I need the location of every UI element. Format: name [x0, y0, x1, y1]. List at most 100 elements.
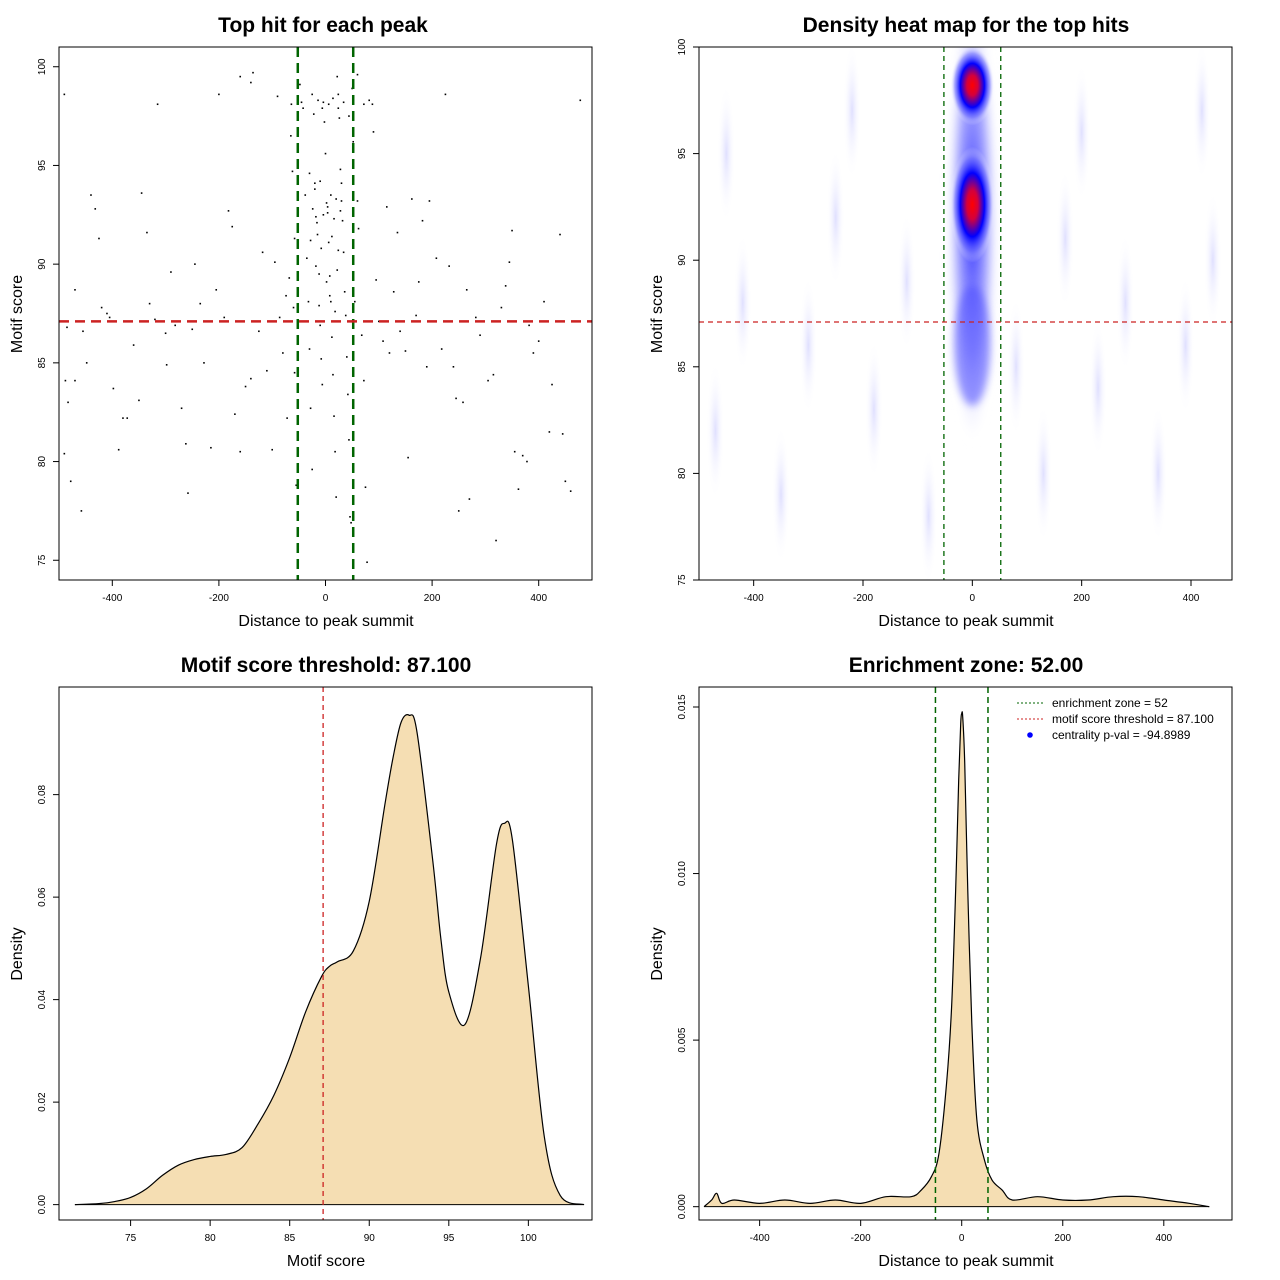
score-density-ytick-label: 0.02: [37, 1092, 48, 1112]
scatter-point: [500, 306, 503, 309]
scatter-point: [455, 397, 457, 400]
scatter-point: [108, 316, 111, 319]
distance-density-xtick-label: -400: [750, 1233, 770, 1244]
scatter-point: [67, 401, 69, 404]
scatter-point: [231, 225, 234, 228]
scatter-point: [315, 265, 317, 267]
scatter-point: [199, 302, 202, 305]
scatter-point: [532, 352, 535, 354]
scatter-point: [340, 200, 343, 202]
scatter-point: [174, 324, 176, 327]
scatter-point: [215, 289, 218, 291]
scatter-point: [293, 371, 296, 374]
heatmap-background-cell: [1176, 275, 1195, 416]
heatmap-ytick-label: 95: [677, 148, 688, 160]
scatter-point: [148, 302, 151, 305]
panel-heatmap-plot: -400 -200 0 200 400 75 80 85 90 95 100: [677, 38, 1233, 604]
scatter-point: [325, 281, 328, 283]
scatter-point: [388, 352, 391, 354]
panel-score-density-xlabel: Motif score: [287, 1253, 365, 1270]
scatter-point: [218, 93, 220, 96]
scatter-point: [194, 263, 196, 265]
distance-density-ytick-label: 0.000: [677, 1194, 688, 1219]
scatter-point: [74, 289, 76, 291]
heatmap-ytick-label: 80: [677, 467, 688, 479]
scatter-point: [66, 326, 68, 329]
heatmap-xtick-label: -200: [853, 593, 873, 604]
scatter-point: [318, 304, 320, 307]
scatter-point: [80, 510, 83, 512]
scatter-point: [187, 492, 189, 494]
heatmap-xtick-label: 200: [1073, 593, 1090, 604]
scatter-point: [156, 103, 159, 106]
scatter-point: [508, 261, 511, 263]
heatmap-background-cell: [826, 147, 845, 288]
scatter-point: [332, 97, 334, 100]
scatter-ytick-label: 80: [37, 456, 48, 468]
distance-density-xtick-label: 200: [1054, 1233, 1071, 1244]
heatmap-background-cell: [733, 232, 752, 373]
score-density-xtick-label: 90: [364, 1233, 376, 1244]
scatter-point: [146, 231, 148, 234]
scatter-point: [64, 379, 67, 382]
scatter-point: [368, 99, 371, 102]
scatter-plot-frame: [58, 46, 593, 581]
scatter-point: [278, 316, 281, 319]
scatter-point: [271, 448, 273, 451]
scatter-point: [382, 340, 384, 342]
distance-density-curve: [703, 711, 1210, 1208]
scatter-point: [314, 188, 316, 190]
scatter-xtick-label: 400: [530, 593, 547, 604]
scatter-point: [504, 285, 507, 287]
scatter-point: [74, 379, 76, 382]
scatter-point: [548, 431, 551, 433]
scatter-point: [342, 101, 345, 104]
scatter-point: [322, 213, 325, 216]
scatter-point: [517, 488, 520, 490]
scatter-point: [299, 83, 301, 86]
legend: enrichment zone = 52 motif score thresho…: [1017, 696, 1214, 742]
scatter-point: [286, 417, 288, 419]
scatter-point: [330, 194, 332, 196]
scatter-point: [487, 379, 489, 382]
scatter-point: [321, 383, 324, 386]
scatter-point: [330, 300, 332, 303]
scatter-point: [252, 71, 254, 74]
heatmap-xtick-label: 400: [1183, 593, 1200, 604]
distance-density-ytick-label: 0.015: [677, 694, 688, 719]
scatter-point: [290, 135, 292, 137]
heatmap-background-cell: [919, 446, 938, 580]
scatter-point: [132, 344, 135, 346]
scatter-point: [311, 468, 313, 471]
scatter-point: [308, 348, 311, 350]
scatter-point: [415, 314, 417, 317]
scatter-point: [363, 103, 365, 106]
scatter-point: [295, 484, 297, 487]
scatter-point: [316, 221, 318, 224]
scatter-point: [324, 152, 327, 155]
scatter-point: [335, 198, 337, 200]
score-density-ytick-label: 0.08: [37, 784, 48, 804]
scatter-point: [337, 249, 340, 252]
scatter-point: [343, 290, 346, 293]
scatter-point: [165, 364, 168, 366]
scatter-point: [154, 318, 156, 321]
scatter-point: [492, 373, 495, 376]
heatmap-background-cell: [1116, 232, 1135, 373]
scatter-point: [495, 539, 497, 542]
panel-scatter-ylabel: Motif score: [9, 275, 26, 353]
scatter-point: [363, 379, 365, 382]
score-density-xtick-label: 95: [443, 1233, 455, 1244]
scatter-point: [311, 93, 313, 96]
scatter-point: [319, 180, 321, 183]
scatter-point: [312, 113, 315, 115]
scatter-point: [428, 200, 431, 202]
scatter-point: [239, 75, 242, 78]
distance-density-fill: [704, 711, 1210, 1207]
scatter-point: [320, 247, 323, 250]
legend-swatch-centrality: [1027, 732, 1033, 738]
heatmap-background-cell: [864, 339, 883, 480]
scatter-point: [417, 281, 420, 283]
scatter-point: [323, 121, 326, 123]
